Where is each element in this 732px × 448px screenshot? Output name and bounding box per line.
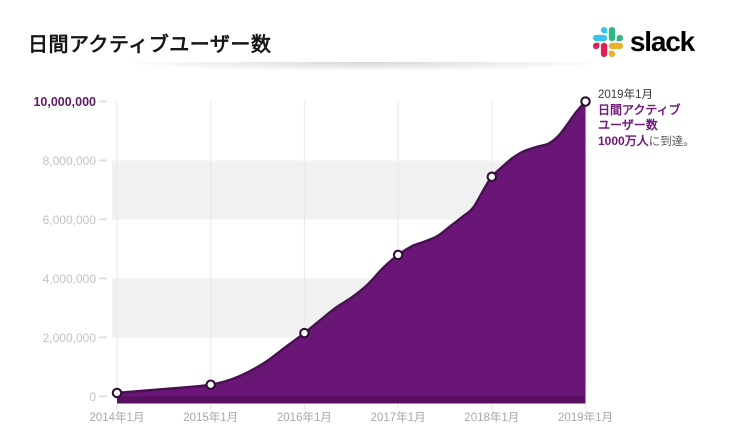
page-title: 日間アクティブユーザー数 [28,34,272,56]
x-tick-1 [210,404,212,410]
data-point-marker-2016 [299,327,310,339]
x-axis-label-2016: 2016年1月 [276,412,332,424]
milestone-annotation: 2019年1月 日間アクティブ ユーザー数 1000万人に到達。 [598,88,724,150]
annotation-line-3: ユーザー数 [598,118,658,133]
x-axis-label-2017: 2017年1月 [370,412,426,424]
y-axis-label-4,000,000: 4,000,000 [42,271,96,286]
annotation-date: 2019年1月 [598,89,653,101]
annotation-line-2: 日間アクティブ [598,103,681,118]
x-tick-5 [585,404,586,410]
y-tick-4 [99,159,107,162]
annotation-line-4: 1000万人に到達。 [598,134,724,150]
y-tick-5 [99,100,107,103]
dau-curve-stroke [116,100,587,395]
slack-wordmark: slack [629,26,695,57]
y-axis-label-0: 0 [89,389,96,404]
y-axis-label-10,000,000: 10,000,000 [33,94,96,109]
x-axis-label-2014: 2014年1月 [89,412,145,424]
y-axis-label-8,000,000: 8,000,000 [42,153,96,168]
y-axis-label-6,000,000: 6,000,000 [42,212,96,227]
y-tick-1 [99,336,107,339]
data-point-marker-2014 [111,387,123,399]
x-axis-label-2015: 2015年1月 [183,412,239,424]
y-tick-2 [99,277,107,280]
x-axis-label-2019: 2019年1月 [558,412,613,424]
annotation-milestone-suffix: に到達。 [648,135,695,148]
data-point-marker-2015 [205,379,216,390]
baseline-strip [117,396,586,404]
y-tick-0 [99,395,107,398]
y-tick-3 [99,218,107,221]
x-tick-2 [303,404,305,410]
header: 日間アクティブユーザー数 slack [0,0,732,62]
slack-hash-icon [592,27,623,57]
data-point-marker-2018 [486,171,498,182]
slack-logo: slack [592,26,695,57]
data-point-marker-2017 [392,249,404,261]
y-axis-label-2,000,000: 2,000,000 [42,330,96,345]
x-tick-0 [116,404,118,410]
x-tick-3 [397,404,399,410]
annotation-milestone-value: 1000万人 [598,133,649,148]
x-axis-label-2018: 2018年1月 [464,412,520,424]
x-tick-4 [491,404,493,410]
header-shadow [34,62,698,75]
dau-area-fill [117,101,586,404]
data-point-marker-2019 [580,96,591,107]
